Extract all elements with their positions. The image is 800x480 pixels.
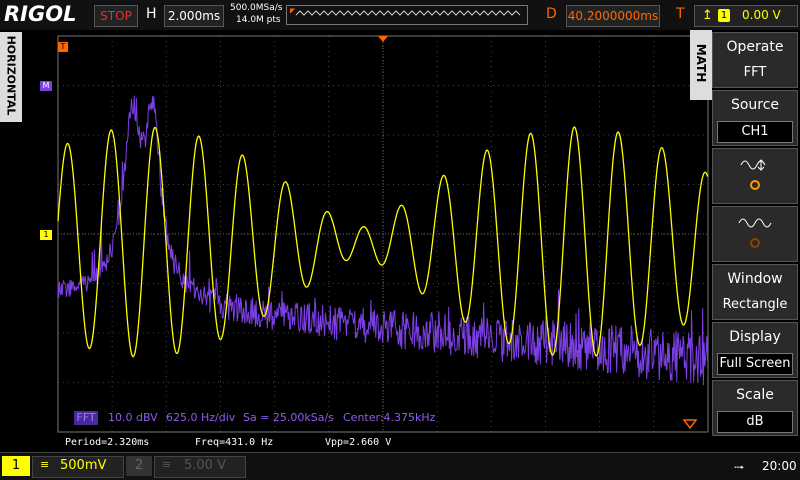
menu-button[interactable]: [712, 206, 798, 262]
trigger-edge-icon: ↥: [702, 8, 713, 23]
brand: RIGOL: [4, 2, 77, 26]
ch2-tag[interactable]: 2: [126, 456, 152, 476]
math-marker: M: [40, 81, 52, 91]
menu-value: Full Screen: [717, 353, 793, 375]
menu-label: Source: [730, 97, 780, 113]
trigger-source: 1: [718, 9, 730, 22]
fft-info-tag: FFT: [74, 411, 98, 425]
measurement-vpp: Vpp=2.660 V: [325, 437, 392, 448]
menu-button[interactable]: Window Rectangle: [712, 264, 798, 320]
measurement-period: Period=2.320ms: [65, 437, 150, 448]
coupling-icon: ≡: [40, 458, 50, 471]
trigger-level: 0.00 V: [742, 8, 781, 22]
timebase[interactable]: 2.000ms: [164, 5, 224, 27]
trigger-pos-marker: [378, 36, 388, 42]
fft-center: Center:4.375kHz: [343, 411, 436, 424]
menu-value: FFT: [743, 65, 767, 80]
menu-value: dB: [717, 411, 793, 433]
menu-label: Operate: [726, 39, 784, 55]
run-status[interactable]: STOP: [94, 5, 138, 27]
menu-value: Rectangle: [722, 297, 788, 312]
ch1-box[interactable]: [32, 456, 124, 478]
scale-icon: [738, 218, 772, 248]
ch1-tag[interactable]: 1: [2, 456, 30, 476]
delay-label: D: [546, 6, 557, 22]
fft-hz-div: 625.0 Hz/div: [166, 411, 236, 424]
menu-label: Window: [727, 271, 783, 287]
menu-button[interactable]: Scale dB: [712, 380, 798, 436]
menu-button[interactable]: Operate FFT: [712, 32, 798, 88]
side-tab[interactable]: [0, 32, 22, 122]
menu-button[interactable]: [712, 148, 798, 204]
trigger-marker: T: [58, 42, 68, 52]
ch2-scale: 5.00 V: [184, 458, 226, 473]
measurement-freq: Freq=431.0 Hz: [195, 437, 274, 448]
ch1-scale: 500mV: [60, 458, 107, 473]
menu-title: MATH: [694, 43, 708, 83]
fft-trace: [57, 95, 709, 386]
channel-marker: 1: [40, 230, 52, 240]
menu-button[interactable]: Display Full Screen: [712, 322, 798, 378]
clock: 20:00: [762, 459, 797, 473]
ch1-trace: [57, 126, 709, 358]
menu-label: Scale: [736, 387, 774, 403]
waveform-area: [57, 35, 709, 433]
memory-depth: 14.0M pts: [236, 15, 281, 25]
menu-tab: [690, 30, 712, 100]
trigger-label: T: [676, 6, 685, 22]
fft-sample-rate: Sa = 25.00kSa/s: [243, 411, 334, 424]
menu-value: CH1: [717, 121, 793, 143]
delay[interactable]: 40.2000000ms: [566, 5, 660, 27]
ch2-box[interactable]: [154, 456, 246, 478]
menu-label: Display: [729, 329, 781, 345]
memory-bar: [286, 5, 528, 25]
offset-icon: [740, 159, 766, 190]
timebase-label: H: [146, 6, 157, 22]
usb-icon: ⭬: [734, 460, 745, 476]
fft-scale: 10.0 dBV: [108, 411, 158, 424]
coupling-icon: ≡: [162, 458, 172, 471]
sample-rate: 500.0MSa/s: [230, 3, 283, 13]
trigger-marker-bottom: [682, 419, 698, 430]
menu-button[interactable]: Source CH1: [712, 90, 798, 146]
